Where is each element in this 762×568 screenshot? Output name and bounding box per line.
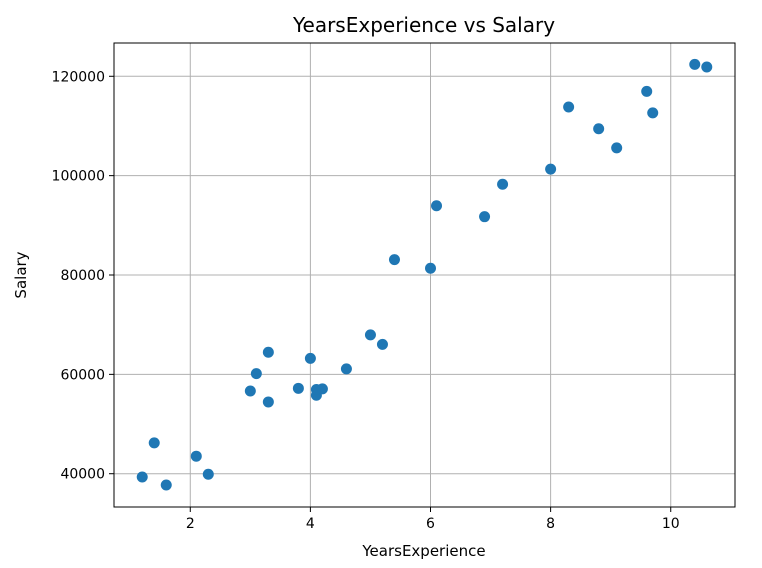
scatter-point bbox=[479, 211, 491, 223]
scatter-point bbox=[563, 101, 575, 113]
scatter-point bbox=[262, 346, 274, 358]
scatter-point bbox=[190, 450, 202, 462]
scatter-point bbox=[641, 85, 653, 97]
scatter-point bbox=[244, 385, 256, 397]
x-tick-label: 6 bbox=[426, 516, 435, 532]
y-tick-label: 40000 bbox=[60, 467, 105, 483]
scatter-point bbox=[647, 107, 659, 119]
y-tick-label: 80000 bbox=[60, 268, 105, 284]
scatter-point bbox=[250, 368, 262, 380]
scatter-point bbox=[425, 262, 437, 274]
grid-layer bbox=[114, 43, 735, 507]
scatter-point bbox=[316, 383, 328, 395]
scatter-point bbox=[388, 254, 400, 266]
scatter-point bbox=[364, 329, 376, 341]
y-axis: 40000 60000 80000 100000 120000 bbox=[52, 69, 114, 483]
scatter-point bbox=[160, 479, 172, 491]
scatter-point bbox=[292, 382, 304, 394]
x-axis: 2 4 6 8 10 bbox=[186, 507, 680, 532]
scatter-point bbox=[431, 200, 443, 212]
y-tick-label: 100000 bbox=[52, 169, 105, 185]
scatter-point bbox=[136, 471, 148, 483]
scatter-point bbox=[611, 142, 623, 154]
scatter-point bbox=[593, 123, 605, 135]
chart-title: YearsExperience vs Salary bbox=[292, 13, 555, 37]
y-tick-label: 120000 bbox=[52, 69, 105, 85]
x-axis-label: YearsExperience bbox=[361, 542, 485, 560]
scatter-point bbox=[148, 437, 160, 449]
scatter-point bbox=[689, 58, 701, 70]
points-layer bbox=[136, 58, 713, 491]
scatter-point bbox=[545, 163, 557, 175]
scatter-point bbox=[304, 352, 316, 364]
scatter-point bbox=[376, 338, 388, 350]
y-axis-label: Salary bbox=[12, 251, 30, 298]
scatter-point bbox=[262, 396, 274, 408]
y-tick-label: 60000 bbox=[60, 367, 105, 383]
scatter-point bbox=[497, 178, 509, 190]
x-tick-label: 8 bbox=[546, 516, 555, 532]
x-tick-label: 10 bbox=[662, 516, 680, 532]
x-tick-label: 4 bbox=[306, 516, 315, 532]
scatter-point bbox=[701, 61, 713, 73]
x-tick-label: 2 bbox=[186, 516, 195, 532]
scatter-point bbox=[340, 363, 352, 375]
scatter-point bbox=[202, 468, 214, 480]
